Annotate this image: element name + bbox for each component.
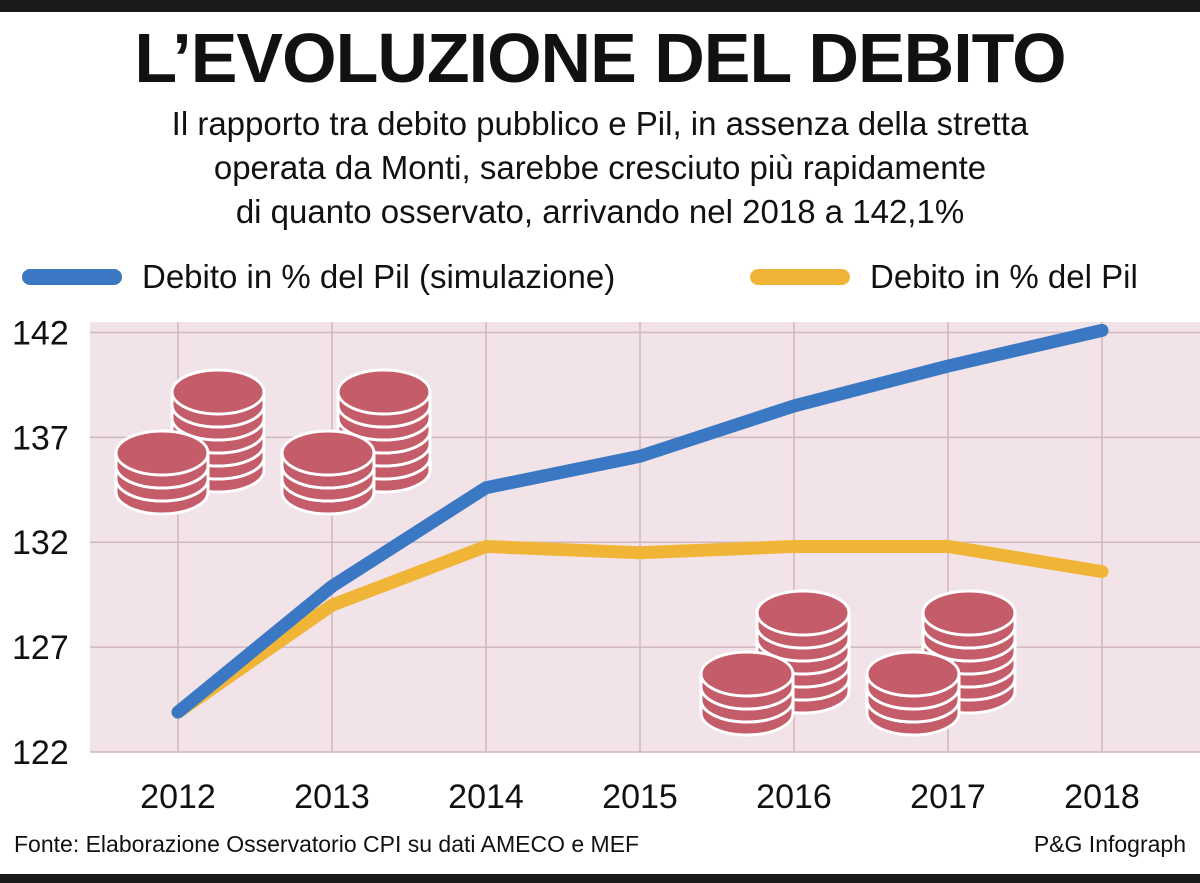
- legend-label-simulation: Debito in % del Pil (simulazione): [142, 258, 616, 295]
- source-note: Fonte: Elaborazione Osservatorio CPI su …: [14, 831, 640, 857]
- coin-stack-icon: [921, 589, 1017, 715]
- x-tick-label: 2014: [448, 778, 524, 816]
- chart-subtitle: Il rapporto tra debito pubblico e Pil, i…: [0, 102, 1200, 234]
- coin-stack-icon: [114, 429, 210, 516]
- series-line-actual: [171, 539, 1109, 719]
- legend-swatch-actual: [750, 269, 850, 285]
- top-border: [0, 0, 1200, 12]
- x-tick-label: 2012: [140, 778, 216, 816]
- legend-label-actual: Debito in % del Pil: [870, 258, 1138, 295]
- y-tick-label: 127: [12, 629, 69, 667]
- x-tick-label: 2017: [910, 778, 986, 816]
- x-tick-label: 2016: [756, 778, 832, 816]
- y-tick-label: 132: [12, 524, 69, 562]
- chart-title: L’EVOLUZIONE DEL DEBITO: [134, 19, 1066, 97]
- legend-swatch-simulation: [22, 269, 122, 285]
- credit-note: P&G Infograph: [1033, 831, 1186, 857]
- subtitle-line-1: Il rapporto tra debito pubblico e Pil, i…: [171, 105, 1029, 142]
- subtitle-line-2: operata da Monti, sarebbe cresciuto più …: [213, 149, 987, 186]
- legend-item-simulation: Debito in % del Pil (simulazione): [22, 255, 615, 299]
- y-tick-label: 142: [12, 314, 69, 352]
- y-tick-label: 122: [12, 734, 69, 772]
- coin-stack-icon: [699, 650, 795, 737]
- x-tick-label: 2015: [602, 778, 678, 816]
- y-tick-label: 137: [12, 419, 69, 457]
- coin-stack-icon: [280, 429, 376, 516]
- subtitle-line-3: di quanto osservato, arrivando nel 2018 …: [235, 193, 965, 230]
- x-tick-label: 2013: [294, 778, 370, 816]
- bottom-border: [0, 874, 1200, 883]
- x-tick-label: 2018: [1064, 778, 1140, 816]
- coin-stack-icon: [865, 650, 961, 737]
- series-line-simulation: [171, 323, 1109, 719]
- legend-item-actual: Debito in % del Pil: [750, 255, 1138, 299]
